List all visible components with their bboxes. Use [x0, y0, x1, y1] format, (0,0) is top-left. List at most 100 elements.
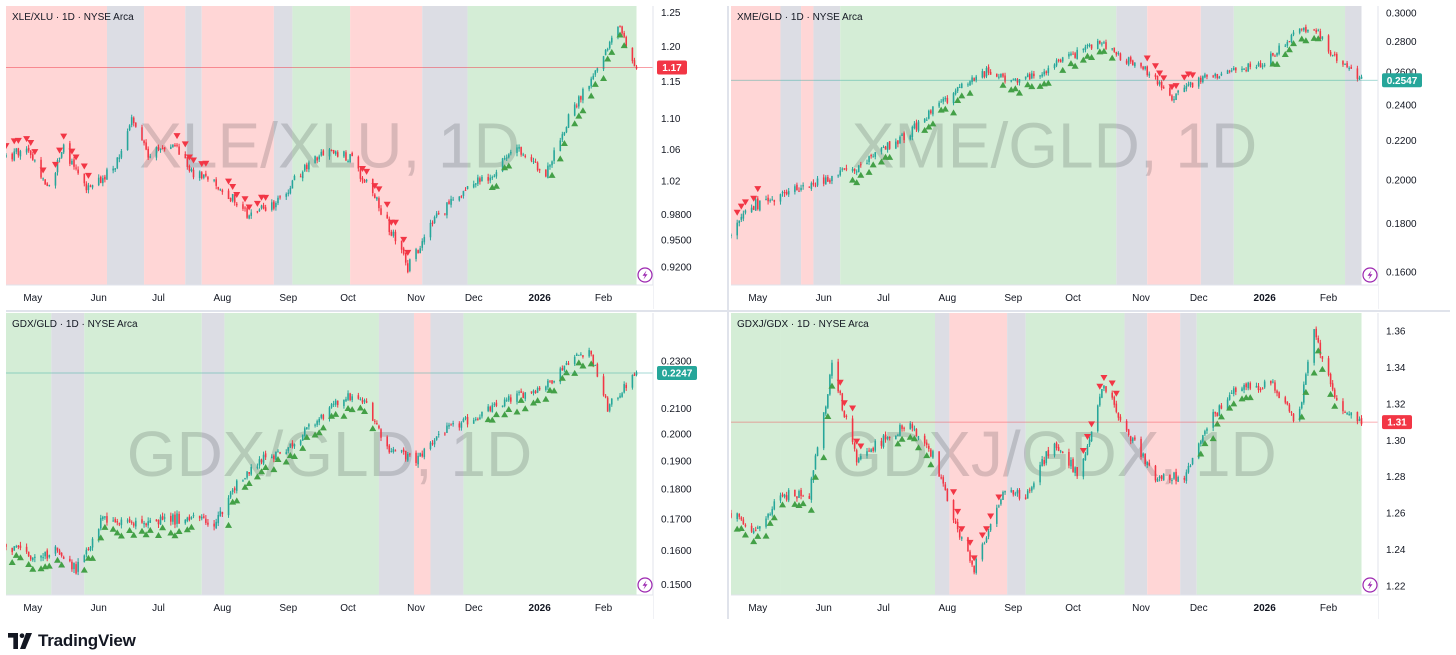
candle	[596, 67, 599, 73]
candle	[932, 449, 934, 459]
up-marker	[517, 396, 525, 403]
candle	[1041, 455, 1043, 467]
x-tick-label: Aug	[213, 293, 231, 304]
chart-panel-gdxj-gdx[interactable]: GDXJ/GDX, 1D 1.36 1.34 1.32 1.30 1.28 1.26 1.24…	[731, 313, 1450, 619]
candle	[380, 205, 382, 216]
candle	[287, 189, 290, 197]
time-axis[interactable]	[6, 285, 653, 309]
horizontal-divider[interactable]	[6, 310, 1450, 312]
lightning-icon[interactable]	[1362, 577, 1378, 593]
up-marker	[575, 359, 583, 366]
candle	[1177, 475, 1179, 482]
up-marker	[1246, 394, 1254, 401]
price-axis[interactable]	[1378, 313, 1450, 619]
candle	[608, 403, 611, 413]
price-axis[interactable]	[1378, 6, 1450, 309]
candle	[623, 381, 625, 394]
candle	[155, 146, 158, 161]
time-axis[interactable]	[6, 595, 653, 619]
chart-svg[interactable]: XLE/XLU, 1D 1.25 1.20 1.15 1.10 1.06 1.02 0.980…	[6, 6, 725, 309]
candle	[322, 149, 325, 156]
up-marker	[488, 416, 496, 423]
price-axis[interactable]	[653, 313, 725, 619]
candle	[42, 177, 44, 181]
time-axis[interactable]	[731, 595, 1378, 619]
up-marker	[187, 523, 195, 530]
chart-title[interactable]: GDXJ/GDX · 1D · NYSE Arca	[737, 319, 869, 330]
up-marker	[340, 412, 348, 419]
candle	[874, 152, 877, 160]
time-axis[interactable]	[731, 285, 1378, 309]
x-tick-label: May	[23, 603, 42, 614]
lightning-icon[interactable]	[637, 577, 653, 593]
candle	[262, 202, 265, 210]
y-tick-label: 1.02	[661, 177, 681, 188]
lightning-icon[interactable]	[637, 267, 653, 283]
candle	[925, 439, 928, 449]
up-marker	[579, 362, 587, 369]
regime-band-green	[224, 313, 379, 595]
candle	[917, 119, 920, 133]
price-axis[interactable]	[653, 6, 725, 309]
candle	[343, 150, 345, 158]
up-marker	[886, 153, 894, 160]
candle	[1160, 79, 1163, 91]
chart-title[interactable]: XME/GLD · 1D · NYSE Arca	[737, 12, 863, 23]
down-marker	[245, 204, 253, 211]
last-price-badge: 0.2547	[1382, 73, 1422, 88]
candle	[524, 154, 527, 159]
candle	[923, 433, 926, 447]
candle	[1333, 387, 1336, 399]
up-marker	[130, 531, 138, 538]
candle	[1061, 450, 1064, 454]
candle	[802, 182, 804, 190]
candle	[822, 174, 825, 187]
chart-svg[interactable]: GDXJ/GDX, 1D1.361.341.321.301.281.261.24…	[731, 313, 1450, 619]
candle	[1096, 404, 1099, 433]
candle	[308, 160, 310, 173]
candle	[582, 87, 584, 104]
lightning-icon[interactable]	[1362, 267, 1378, 283]
y-tick-label: 0.2000	[1386, 175, 1417, 186]
up-marker	[113, 529, 121, 536]
candle	[1228, 69, 1231, 74]
chart-panel-gdx-gld[interactable]: GDX/GLD, 1D 0.2300 0.2100 0.2000 0.1900 0.180…	[6, 313, 725, 619]
candle	[808, 186, 811, 188]
y-tick-label: 0.2800	[1386, 37, 1417, 48]
candle	[973, 77, 975, 82]
candle	[1226, 397, 1229, 411]
candle	[464, 187, 467, 191]
candle	[1202, 75, 1204, 84]
candle	[567, 113, 570, 129]
up-marker	[54, 556, 62, 563]
candle	[1300, 401, 1303, 410]
candle	[610, 397, 613, 407]
candle	[386, 435, 388, 450]
x-tick-label: Jul	[152, 293, 165, 304]
chart-title[interactable]: XLE/XLU · 1D · NYSE Arca	[12, 12, 134, 23]
candle	[1057, 444, 1060, 452]
svg-text:1.31: 1.31	[1387, 418, 1407, 429]
chart-svg[interactable]: XME/GLD, 1D 0.3000 0.2800 0.2600 0.2400 0.220…	[731, 6, 1450, 309]
candle	[112, 165, 114, 174]
candle	[462, 190, 465, 199]
chart-panel-xme-gld[interactable]: XME/GLD, 1D 0.3000 0.2800 0.2600 0.2400 0.220…	[731, 6, 1450, 309]
candle	[1329, 372, 1332, 387]
candle	[1321, 355, 1324, 362]
candle	[1129, 435, 1132, 445]
candle	[332, 149, 335, 155]
candle	[1105, 386, 1107, 394]
y-tick-label: 0.1500	[661, 580, 692, 591]
chart-panel-xle-xlu[interactable]: XLE/XLU, 1D 1.25 1.20 1.15 1.10 1.06 1.02 0.980…	[6, 6, 725, 309]
candle	[1346, 411, 1348, 416]
chart-title[interactable]: GDX/GLD · 1D · NYSE Arca	[12, 319, 138, 330]
candle	[316, 156, 318, 164]
candle	[524, 392, 527, 402]
candle	[1004, 72, 1006, 84]
chart-svg[interactable]: GDX/GLD, 1D 0.2300 0.2100 0.2000 0.1900 0.180…	[6, 313, 725, 619]
up-marker	[521, 405, 529, 412]
up-marker	[1314, 35, 1322, 42]
candle	[886, 436, 889, 441]
vertical-divider[interactable]	[727, 6, 729, 619]
candle	[1197, 76, 1200, 89]
